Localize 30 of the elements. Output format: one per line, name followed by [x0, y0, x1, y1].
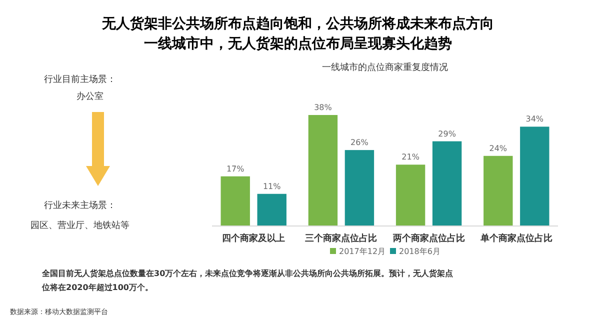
x-tick-label: 单个商家点位占比 — [479, 233, 552, 244]
data-label: 26% — [350, 138, 369, 148]
text: 行业目前主场景： — [44, 74, 116, 85]
data-label: 24% — [489, 144, 508, 153]
data-label: 34% — [526, 114, 544, 124]
text: 一线城市的点位商家重复度情况 — [322, 62, 448, 73]
legend-label: 2017年12月 — [339, 247, 386, 256]
bar — [220, 176, 250, 226]
chart-subtitle: 一线城市中，无人货架的点位布局呈现寡头化趋势 — [144, 35, 452, 52]
text: 行业未来主场景： — [44, 200, 116, 211]
bar — [396, 164, 426, 226]
x-tick-label: 两个商家点位占比 — [392, 233, 465, 244]
bar — [520, 126, 550, 226]
data-label: 29% — [438, 129, 456, 138]
bar — [344, 150, 374, 226]
data-label: 21% — [402, 152, 420, 162]
bar — [257, 194, 286, 226]
bar — [484, 156, 513, 226]
data-label: 11% — [262, 182, 282, 191]
x-tick-label: 三个商家点位占比 — [305, 233, 378, 244]
text: 办公室 — [76, 91, 104, 102]
text: 全国目前无人货架总点位数量在30万个左右，未来点位竞争将逐渐从非公共场所向公共场所拓展。预计，无人货架点位将在2020年超过100万个。 — [41, 269, 454, 292]
legend-label: 2018年6月 — [399, 247, 440, 256]
data-label: 17% — [226, 164, 245, 174]
bar — [308, 115, 338, 226]
x-tick-label: 四个商家及以上 — [222, 233, 286, 244]
text: 园区、营业厅、地铁站等 — [30, 220, 130, 231]
data-label: 38% — [314, 103, 332, 112]
bar — [432, 141, 462, 226]
chart-title: 无人货架非公共场所布点趋向饱和，公共场所将成未来布点方向 — [101, 15, 494, 32]
